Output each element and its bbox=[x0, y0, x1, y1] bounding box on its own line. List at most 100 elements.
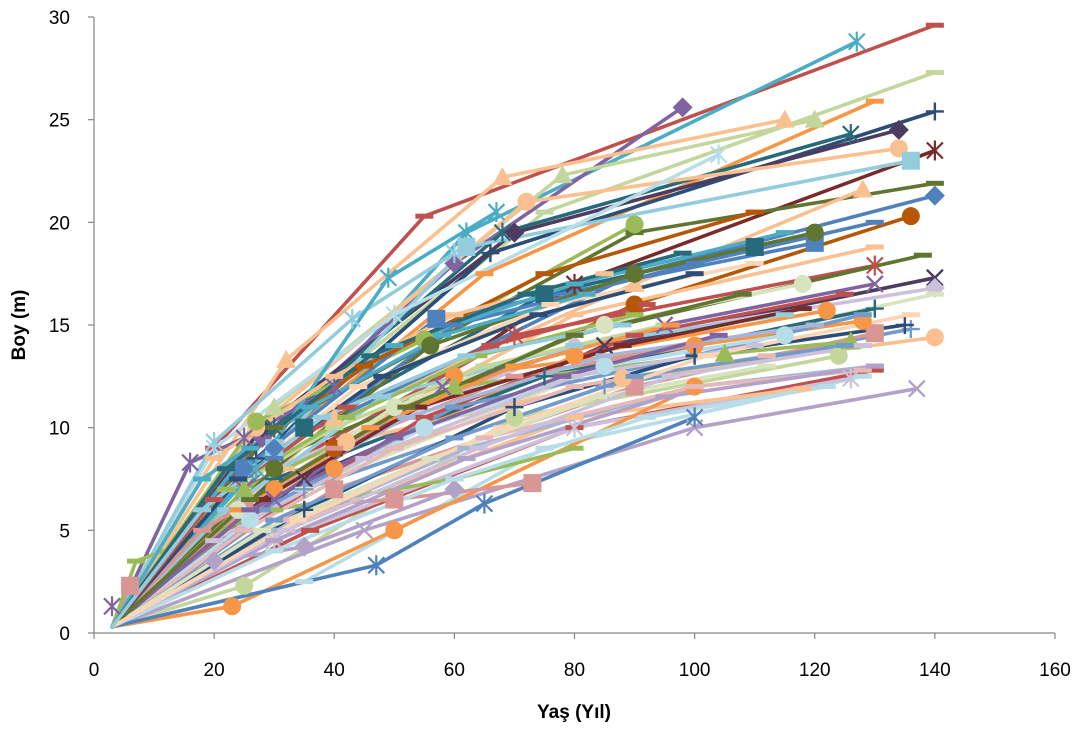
x-tick-label: 140 bbox=[919, 660, 951, 681]
data-point bbox=[565, 281, 584, 287]
data-point bbox=[241, 511, 260, 530]
data-point bbox=[926, 268, 944, 287]
data-point bbox=[385, 445, 404, 451]
data-point bbox=[475, 271, 494, 277]
data-point bbox=[625, 332, 644, 338]
data-point bbox=[926, 140, 944, 161]
data-point bbox=[355, 455, 374, 461]
data-point bbox=[457, 237, 476, 256]
data-point bbox=[775, 230, 794, 236]
data-point bbox=[193, 527, 212, 533]
data-point bbox=[504, 222, 525, 243]
data-point bbox=[264, 397, 285, 416]
data-point bbox=[415, 418, 434, 437]
data-point bbox=[517, 291, 536, 297]
y-tick-label: 0 bbox=[59, 624, 70, 645]
data-point bbox=[469, 353, 488, 359]
data-point bbox=[709, 332, 728, 338]
x-tick-label: 0 bbox=[89, 660, 100, 681]
data-point bbox=[842, 124, 860, 145]
data-point bbox=[217, 486, 236, 492]
data-point bbox=[127, 558, 146, 564]
data-point bbox=[457, 353, 476, 359]
data-point bbox=[294, 536, 315, 557]
y-tick-label: 5 bbox=[59, 521, 70, 542]
data-point bbox=[595, 271, 614, 277]
data-point bbox=[325, 445, 344, 451]
data-point bbox=[457, 445, 476, 451]
data-point bbox=[445, 367, 464, 386]
data-point bbox=[553, 373, 572, 379]
data-point bbox=[817, 301, 836, 320]
data-point bbox=[355, 521, 374, 540]
data-point bbox=[523, 474, 542, 493]
data-point bbox=[865, 367, 884, 373]
data-point bbox=[324, 407, 345, 426]
data-point bbox=[373, 373, 392, 379]
data-point bbox=[457, 455, 476, 461]
data-point bbox=[661, 322, 680, 328]
data-point bbox=[265, 538, 284, 544]
data-point bbox=[385, 490, 404, 509]
data-point bbox=[295, 500, 314, 519]
data-point bbox=[673, 250, 692, 256]
data-point bbox=[217, 466, 236, 472]
data-point bbox=[295, 480, 314, 499]
data-point bbox=[234, 479, 255, 498]
data-point bbox=[901, 151, 920, 170]
data-point bbox=[865, 324, 884, 343]
series-line bbox=[110, 251, 457, 629]
data-point bbox=[613, 322, 632, 328]
data-point bbox=[205, 432, 223, 453]
data-point bbox=[595, 357, 614, 376]
data-point bbox=[205, 497, 224, 503]
plot-markers-group bbox=[103, 22, 945, 617]
data-point bbox=[217, 507, 236, 513]
data-point bbox=[853, 343, 872, 349]
data-point bbox=[475, 435, 494, 441]
data-point bbox=[265, 527, 284, 533]
data-point bbox=[565, 414, 584, 420]
data-point bbox=[535, 367, 554, 386]
data-point bbox=[385, 398, 404, 417]
x-tick-label: 100 bbox=[679, 660, 711, 681]
data-point bbox=[445, 404, 464, 410]
data-point bbox=[475, 493, 494, 514]
data-point bbox=[805, 223, 824, 242]
data-point bbox=[223, 597, 242, 616]
data-point bbox=[361, 425, 380, 431]
data-point bbox=[397, 404, 416, 410]
x-axis-title: Yaş (Yıl) bbox=[537, 702, 611, 723]
data-point bbox=[565, 373, 584, 379]
data-point bbox=[229, 476, 248, 482]
data-point bbox=[415, 213, 434, 219]
data-point bbox=[241, 445, 260, 451]
data-point bbox=[235, 527, 254, 533]
data-point bbox=[835, 343, 854, 349]
data-point bbox=[481, 244, 500, 263]
data-point bbox=[295, 579, 314, 585]
data-point bbox=[865, 244, 884, 250]
data-point bbox=[685, 271, 704, 277]
data-point bbox=[289, 517, 308, 523]
data-point bbox=[655, 394, 674, 400]
data-point bbox=[367, 555, 386, 576]
data-point bbox=[595, 336, 614, 355]
data-point bbox=[745, 237, 764, 256]
data-point bbox=[895, 316, 914, 334]
data-point bbox=[205, 455, 224, 461]
data-point bbox=[444, 376, 465, 395]
data-point bbox=[276, 349, 297, 368]
data-point bbox=[565, 312, 584, 318]
data-point bbox=[745, 343, 764, 349]
data-point bbox=[745, 209, 764, 215]
data-point bbox=[373, 394, 392, 400]
data-point bbox=[492, 167, 513, 186]
data-point bbox=[625, 264, 644, 283]
data-point bbox=[552, 165, 573, 184]
data-point bbox=[865, 363, 884, 369]
data-point bbox=[685, 384, 704, 390]
data-point bbox=[265, 517, 284, 523]
data-point bbox=[295, 470, 314, 488]
data-point bbox=[433, 377, 452, 396]
